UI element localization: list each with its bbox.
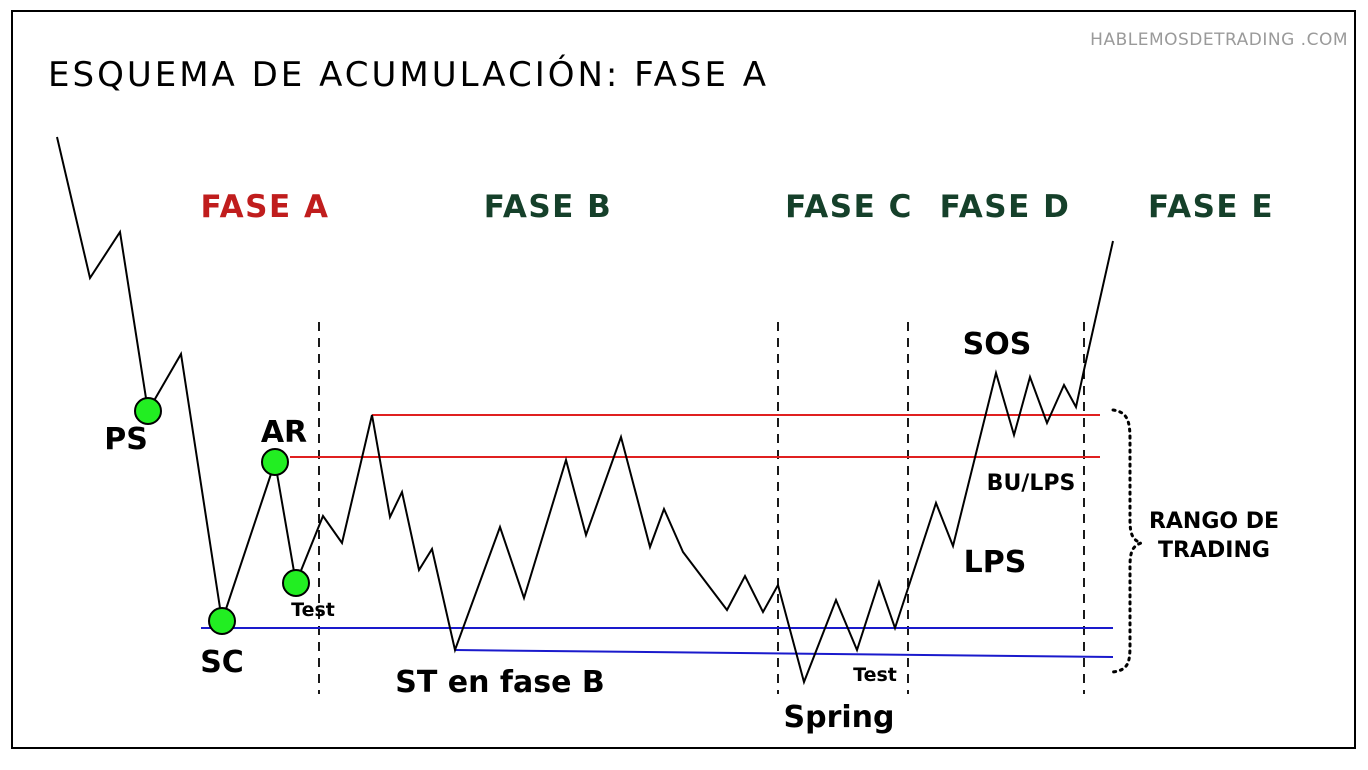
phase-d-label: FASE D [940,189,1071,225]
test-a-label: Test [291,599,335,621]
trading-range-brace [1111,408,1146,674]
phase-b-label: FASE B [484,189,613,225]
ps-marker [134,397,162,425]
event-markers [134,397,310,635]
phase-c-label: FASE C [785,189,913,225]
phase-e-label: FASE E [1148,189,1274,225]
ps-label: PS [104,422,148,457]
diagram-title: ESQUEMA DE ACUMULACIÓN: FASE A [48,54,769,95]
sos-label: SOS [963,327,1032,362]
watermark: HABLEMOSDETRADING .COM [1090,30,1348,50]
phase-a-label: FASE A [201,189,330,225]
trading-range-label-line2: TRADING [1158,538,1270,563]
test-marker [282,569,310,597]
ar-marker [261,448,289,476]
support-line-st [454,649,1114,658]
trading-range-label-line1: RANGO DE [1149,509,1279,534]
frame-border [11,10,1356,749]
st-label: ST en fase B [395,665,604,700]
spring-label: Spring [784,700,895,735]
sc-marker [208,607,236,635]
phase-separators [318,322,1085,694]
lps-label: LPS [964,545,1027,580]
sc-label: SC [200,645,244,680]
test-c-label: Test [853,664,897,686]
ar-label: AR [261,415,307,450]
bu-lps-label: BU/LPS [987,471,1076,496]
